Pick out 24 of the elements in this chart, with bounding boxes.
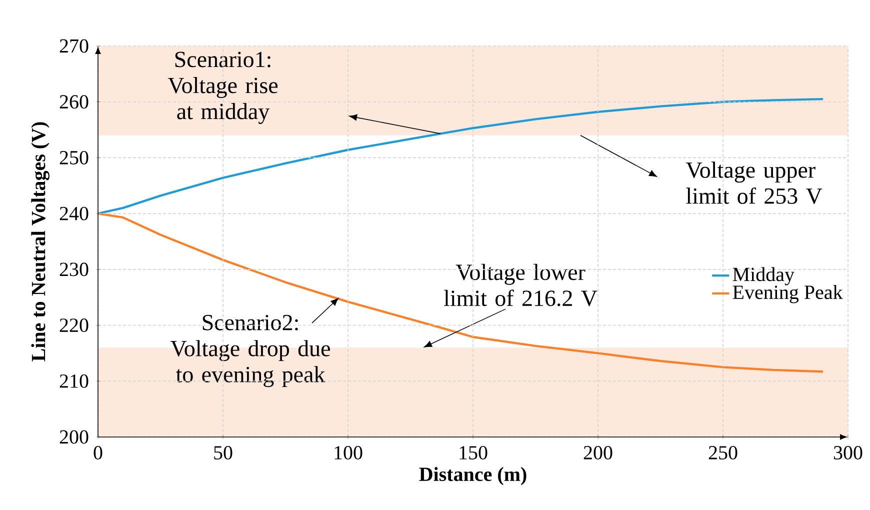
annotation: Scenario1: Voltage rise at midday xyxy=(168,52,278,124)
line-series xyxy=(96,98,824,215)
x-tick-label: 150 xyxy=(460,446,488,460)
y-tick-label: 260 xyxy=(60,95,88,109)
y-tick-label: 220 xyxy=(60,318,88,332)
y-tick-label: 200 xyxy=(60,430,88,444)
y-tick-label: 270 xyxy=(60,39,88,53)
x-tick-label: 100 xyxy=(334,446,362,460)
legend-label: Evening Peak xyxy=(732,284,843,304)
y-tick-label: 210 xyxy=(60,374,88,388)
annotation: Scenario2: Voltage drop due to evening peak xyxy=(170,314,330,388)
y-tick-label: 230 xyxy=(60,262,88,276)
y-axis-title: Line to Neutral Voltages (V) xyxy=(31,122,50,362)
x-tick-label: 300 xyxy=(834,446,862,460)
annotation: Voltage upper limit of 253 V xyxy=(686,162,822,204)
x-axis-title: Distance (m) xyxy=(419,467,526,486)
y-tick-label: 250 xyxy=(60,150,88,164)
x-tick-label: 50 xyxy=(214,446,232,460)
y-tick-label: 240 xyxy=(60,206,88,220)
legend-label: Midday xyxy=(732,267,794,286)
x-tick-label: 0 xyxy=(94,446,102,460)
x-tick-label: 250 xyxy=(708,446,738,460)
x-tick-label: 200 xyxy=(584,446,612,460)
annotation: Voltage lower limit of 216.2 V xyxy=(444,264,598,306)
